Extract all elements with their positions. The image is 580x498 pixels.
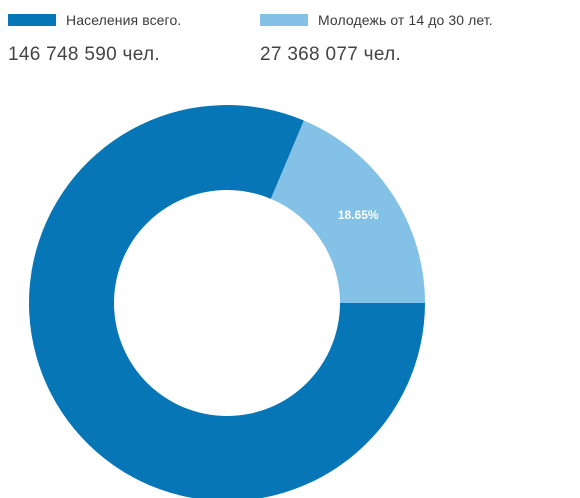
- chart-legend: Населения всего. 146 748 590 чел. Молоде…: [0, 0, 580, 80]
- legend-swatch-total: [8, 14, 56, 26]
- legend-value-youth: 27 368 077 чел.: [260, 44, 402, 65]
- legend-label-total: Населения всего.: [66, 12, 182, 28]
- donut-slice-1: [270, 120, 425, 303]
- donut-slice-0: [29, 105, 425, 498]
- legend-label-youth: Молодежь от 14 до 30 лет.: [318, 12, 493, 28]
- legend-item-total-population: Населения всего. 146 748 590 чел.: [8, 10, 181, 66]
- legend-item-youth: Молодежь от 14 до 30 лет. 27 368 077 чел…: [260, 10, 493, 66]
- legend-swatch-youth: [260, 14, 308, 26]
- donut-slice-label-1: 18.65%: [338, 208, 379, 222]
- legend-value-total: 146 748 590 чел.: [8, 44, 160, 65]
